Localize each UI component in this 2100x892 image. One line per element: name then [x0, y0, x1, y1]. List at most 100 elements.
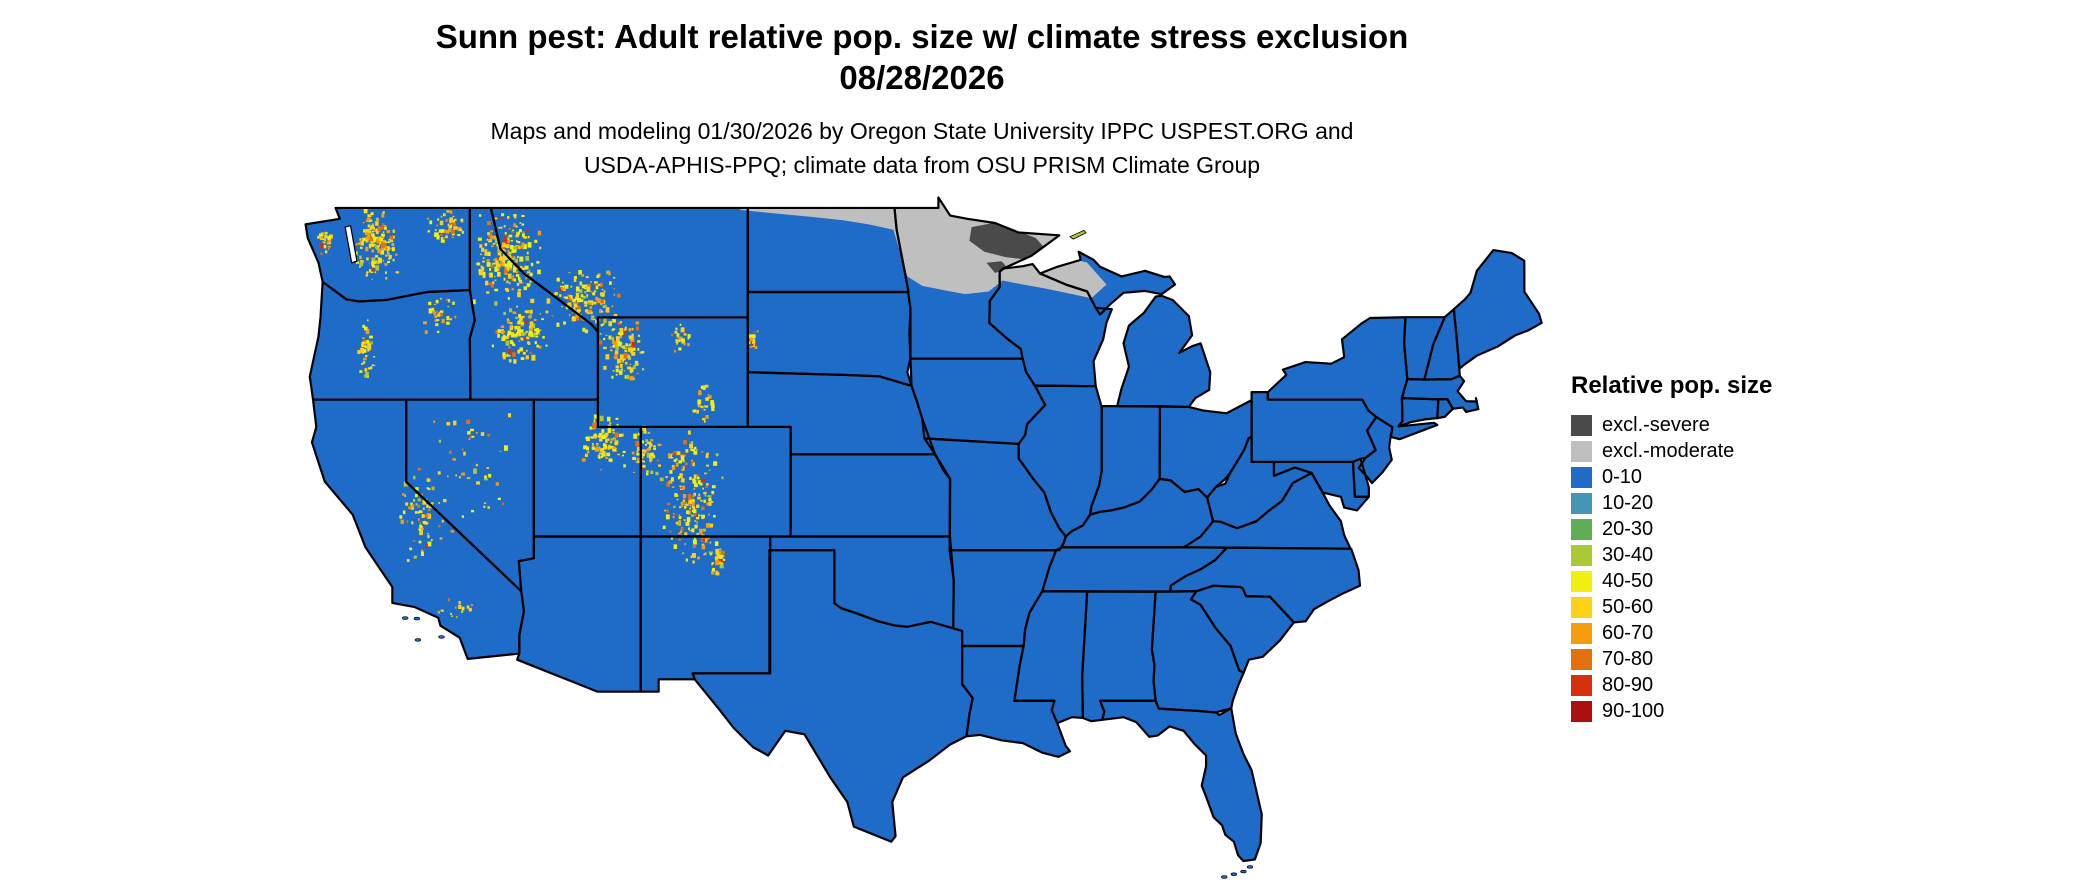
island-dot: [413, 616, 421, 621]
state-nd: [747, 207, 909, 292]
legend-swatch: [1571, 518, 1592, 540]
state-ma: [1401, 375, 1479, 412]
map-date: 08/28/2026: [839, 59, 1005, 96]
state-al: [1082, 591, 1156, 722]
legend-label: 10-20: [1602, 491, 1654, 514]
subtitle-line-2: USDA-APHIS-PPQ; climate data from OSU PR…: [583, 152, 1261, 178]
island-dot: [1240, 869, 1247, 874]
legend-item: 30-40: [1571, 542, 1772, 568]
legend-items: excl.-severe excl.-moderate 0-10 10-20 20-30…: [1571, 412, 1772, 724]
state-ut: [533, 399, 641, 537]
legend-swatch: [1571, 492, 1592, 514]
exclusion-zone: [740, 197, 1107, 299]
legend-label: excl.-severe: [1602, 413, 1710, 436]
legend-item: 20-30: [1571, 516, 1772, 542]
state-mo: [924, 438, 1066, 551]
legend-label: 50-60: [1602, 595, 1654, 618]
legend-item: excl.-moderate: [1571, 438, 1772, 464]
state-ky: [1059, 478, 1214, 551]
state-de: [1352, 458, 1369, 497]
puget-sound: [344, 224, 358, 264]
state-in: [1090, 406, 1160, 515]
state-nc: [1170, 547, 1361, 623]
state-border-fl: [1098, 699, 1263, 863]
legend-swatch: [1571, 466, 1592, 488]
island-dot: [1230, 872, 1238, 876]
exclusion-zone: [969, 223, 1047, 260]
state-milp: [1117, 295, 1211, 407]
state-tx: [692, 550, 973, 842]
legend-label: excl.-moderate: [1602, 439, 1735, 462]
state-ok: [770, 536, 954, 629]
island-dot: [1246, 865, 1254, 869]
state-pa: [1251, 392, 1377, 462]
state-border-tx: [691, 549, 974, 843]
state-id: [469, 207, 598, 400]
state-fl: [1100, 700, 1262, 862]
state-ca: [311, 399, 524, 659]
legend-swatch: [1571, 414, 1592, 436]
state-wy: [597, 317, 748, 427]
state-borders: [304, 196, 1543, 863]
legend-label: 80-90: [1602, 673, 1654, 696]
legend-item: 0-10: [1571, 464, 1772, 490]
state-wv: [1207, 436, 1312, 529]
legend-label: 40-50: [1602, 569, 1654, 592]
legend-swatch: [1571, 596, 1592, 618]
state-ga: [1151, 591, 1244, 713]
legend-swatch: [1571, 648, 1592, 670]
legend-item: 10-20: [1571, 490, 1772, 516]
state-ms: [1014, 591, 1088, 724]
state-border-me: [1452, 249, 1543, 370]
state-border-milp: [1116, 294, 1212, 409]
state-ar: [949, 550, 1057, 646]
legend-label: 20-30: [1602, 517, 1654, 540]
legend-item: 80-90: [1571, 672, 1772, 698]
legend-swatch: [1571, 544, 1592, 566]
island-dot: [438, 635, 445, 639]
legend-label: 90-100: [1602, 699, 1665, 722]
state-mt: [490, 207, 748, 332]
state-ne: [747, 372, 936, 455]
legend-item: 40-50: [1571, 568, 1772, 594]
state-ny: [1267, 317, 1438, 440]
legend-swatch: [1571, 622, 1592, 644]
page-title: Sunn pest: Adult relative pop. size w/ c…: [435, 18, 1409, 55]
state-border-wi: [988, 262, 1113, 388]
map-header: Sunn pest: Adult relative pop. size w/ c…: [22, 16, 1822, 182]
state-md: [1273, 461, 1369, 511]
state-nm: [640, 536, 771, 692]
islands: [402, 229, 1254, 879]
state-me: [1453, 250, 1542, 369]
state-tn: [1042, 547, 1227, 592]
legend-label: 70-80: [1602, 647, 1654, 670]
state-nv: [406, 399, 534, 592]
state-az: [517, 536, 641, 692]
island-dot: [1221, 875, 1228, 879]
legend-label: 60-70: [1602, 621, 1654, 644]
state-ia: [910, 358, 1046, 444]
legend: Relative pop. size excl.-severe excl.-mod…: [1571, 372, 1772, 724]
us-map: [282, 186, 1556, 891]
legend-swatch: [1571, 440, 1592, 462]
map-subtitle: Maps and modeling 01/30/2026 by Oregon S…: [22, 114, 1822, 182]
subtitle-line-1: Maps and modeling 01/30/2026 by Oregon S…: [490, 118, 1354, 144]
legend-item: 90-100: [1571, 698, 1772, 724]
island-dot: [402, 616, 409, 620]
state-co: [640, 426, 791, 537]
state-ct: [1398, 398, 1439, 427]
puget-sound-inlet: [344, 224, 358, 264]
state-il: [1018, 385, 1102, 537]
legend-label: 30-40: [1602, 543, 1654, 566]
legend-item: 70-80: [1571, 646, 1772, 672]
legend-swatch: [1571, 570, 1592, 592]
legend-item: excl.-severe: [1571, 412, 1772, 438]
state-ks: [790, 454, 951, 537]
state-fills: [305, 197, 1542, 862]
state-vt: [1404, 317, 1445, 380]
legend-swatch: [1571, 700, 1592, 722]
legend-swatch: [1571, 674, 1592, 696]
legend-item: 50-60: [1571, 594, 1772, 620]
state-sd: [747, 291, 912, 386]
